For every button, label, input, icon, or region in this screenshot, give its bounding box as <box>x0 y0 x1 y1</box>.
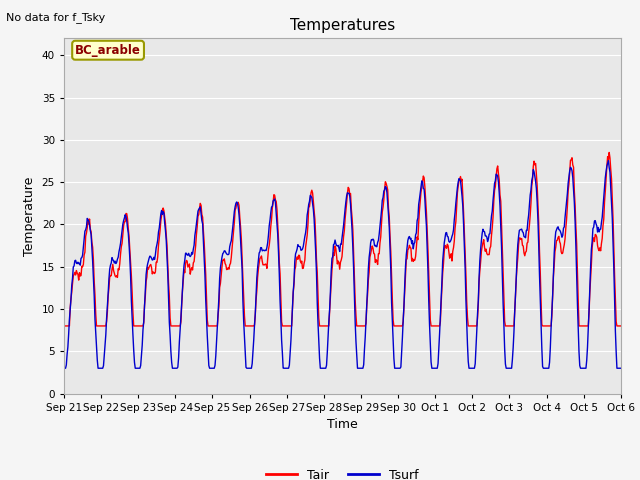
Legend: Tair, Tsurf: Tair, Tsurf <box>261 464 424 480</box>
Text: BC_arable: BC_arable <box>75 44 141 57</box>
Y-axis label: Temperature: Temperature <box>23 176 36 256</box>
Tair <box>426 317 434 323</box>
Tair <box>410 257 418 263</box>
Tsurf <box>184 252 192 258</box>
Tair <box>617 323 625 329</box>
Tair <box>605 150 613 156</box>
Text: No data for f_Tsky: No data for f_Tsky <box>6 12 106 23</box>
Tsurf <box>605 158 612 164</box>
Tsurf <box>410 241 418 247</box>
Tair <box>127 273 135 279</box>
Tair <box>70 272 78 277</box>
X-axis label: Time: Time <box>327 418 358 431</box>
Tsurf <box>426 339 434 345</box>
Tsurf <box>127 298 135 304</box>
Title: Temperatures: Temperatures <box>290 18 395 33</box>
Tsurf <box>70 263 78 269</box>
Tair <box>214 323 221 329</box>
Tsurf <box>60 365 68 371</box>
Tsurf <box>214 324 221 330</box>
Line: Tair: Tair <box>64 153 621 326</box>
Tair <box>60 323 68 329</box>
Tair <box>184 264 192 270</box>
Tsurf <box>617 365 625 371</box>
Line: Tsurf: Tsurf <box>64 161 621 368</box>
